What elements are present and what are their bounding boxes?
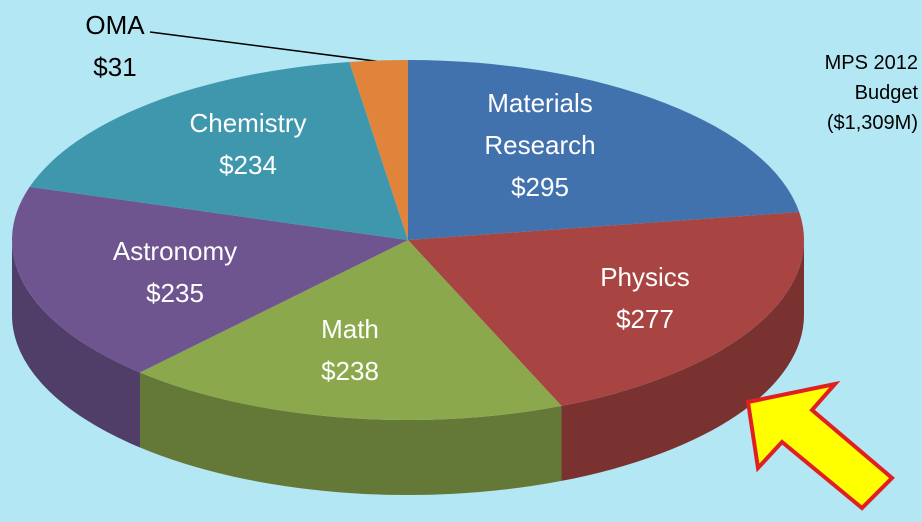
slice (349, 60, 408, 240)
slice (408, 60, 800, 240)
slice (11, 186, 409, 373)
category-label: Physics (600, 262, 690, 292)
slice-side (139, 372, 562, 495)
arrow (745, 380, 895, 511)
chart-title: MPS 2012 Budget ($1,309M) (824, 52, 918, 134)
slice (408, 212, 805, 406)
category-label: Materials Research (484, 88, 596, 160)
category-label: OMA (85, 10, 145, 40)
slice (29, 61, 408, 240)
value-label: $295 (511, 172, 569, 202)
slice-label: Math $238 (270, 308, 430, 392)
slice-label: Chemistry $234 (168, 102, 328, 186)
slice-label: Physics $277 (565, 256, 725, 340)
value-label: $238 (321, 356, 379, 386)
category-label: Chemistry (189, 108, 307, 138)
slice-label: OMA $31 (65, 4, 165, 88)
value-label: $235 (146, 278, 204, 308)
slice-side (561, 240, 804, 481)
category-label: Astronomy (112, 236, 238, 266)
category-label: Math (321, 314, 379, 344)
value-label: $234 (219, 150, 277, 180)
leader-line (149, 31, 399, 65)
slice-label: Astronomy $235 (95, 230, 255, 314)
value-label: $31 (93, 52, 137, 82)
slice-label: Materials Research $295 (460, 82, 620, 208)
slice-side (12, 240, 140, 448)
value-label: $277 (616, 304, 674, 334)
slice (139, 240, 562, 420)
